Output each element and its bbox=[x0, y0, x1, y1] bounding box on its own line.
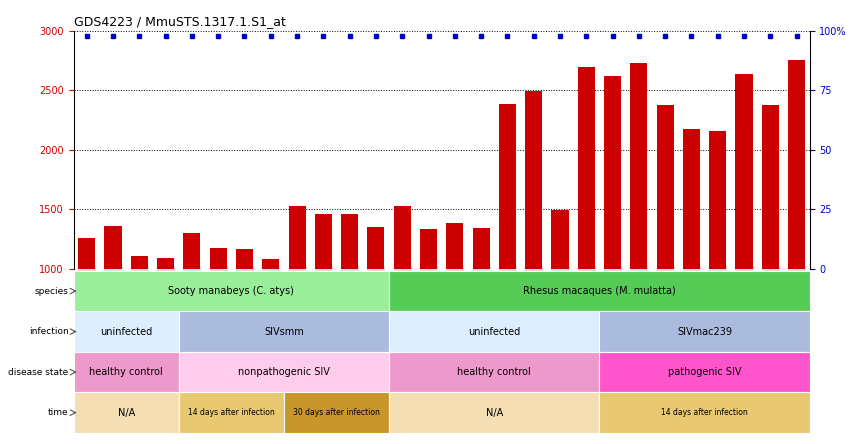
Bar bbox=[341, 214, 359, 269]
Bar bbox=[762, 105, 779, 269]
Text: 14 days after infection: 14 days after infection bbox=[188, 408, 275, 417]
Bar bbox=[735, 74, 753, 269]
Text: 14 days after infection: 14 days after infection bbox=[661, 408, 748, 417]
Text: time: time bbox=[48, 408, 68, 417]
Bar bbox=[131, 256, 148, 269]
Bar bbox=[236, 249, 253, 269]
Text: uninfected: uninfected bbox=[469, 327, 520, 337]
Bar bbox=[788, 59, 805, 269]
Bar bbox=[394, 206, 410, 269]
Text: Rhesus macaques (M. mulatta): Rhesus macaques (M. mulatta) bbox=[523, 286, 675, 296]
Text: species: species bbox=[35, 286, 68, 296]
Text: SIVmac239: SIVmac239 bbox=[677, 327, 732, 337]
Bar bbox=[578, 67, 595, 269]
Bar bbox=[446, 223, 463, 269]
Bar bbox=[78, 238, 95, 269]
Bar bbox=[656, 105, 674, 269]
Bar bbox=[105, 226, 121, 269]
Bar bbox=[184, 233, 200, 269]
Text: healthy control: healthy control bbox=[89, 367, 163, 377]
Bar bbox=[709, 131, 727, 269]
Text: infection: infection bbox=[29, 327, 68, 336]
Bar bbox=[604, 75, 621, 269]
Text: N/A: N/A bbox=[118, 408, 135, 418]
Bar bbox=[157, 258, 174, 269]
Bar bbox=[367, 227, 385, 269]
Bar bbox=[262, 259, 280, 269]
Bar bbox=[420, 230, 437, 269]
Text: N/A: N/A bbox=[486, 408, 503, 418]
Bar bbox=[630, 63, 648, 269]
Bar bbox=[552, 210, 568, 269]
Bar bbox=[499, 103, 516, 269]
Text: nonpathogenic SIV: nonpathogenic SIV bbox=[238, 367, 330, 377]
Text: healthy control: healthy control bbox=[457, 367, 531, 377]
Text: SIVsmm: SIVsmm bbox=[264, 327, 304, 337]
Text: uninfected: uninfected bbox=[100, 327, 152, 337]
Bar bbox=[683, 129, 700, 269]
Bar bbox=[288, 206, 306, 269]
Text: GDS4223 / MmuSTS.1317.1.S1_at: GDS4223 / MmuSTS.1317.1.S1_at bbox=[74, 16, 286, 28]
Text: pathogenic SIV: pathogenic SIV bbox=[668, 367, 741, 377]
Bar bbox=[210, 248, 227, 269]
Text: disease state: disease state bbox=[8, 368, 68, 377]
Bar bbox=[315, 214, 332, 269]
Bar bbox=[473, 228, 489, 269]
Text: 30 days after infection: 30 days after infection bbox=[293, 408, 380, 417]
Bar bbox=[525, 91, 542, 269]
Text: Sooty manabeys (C. atys): Sooty manabeys (C. atys) bbox=[168, 286, 294, 296]
